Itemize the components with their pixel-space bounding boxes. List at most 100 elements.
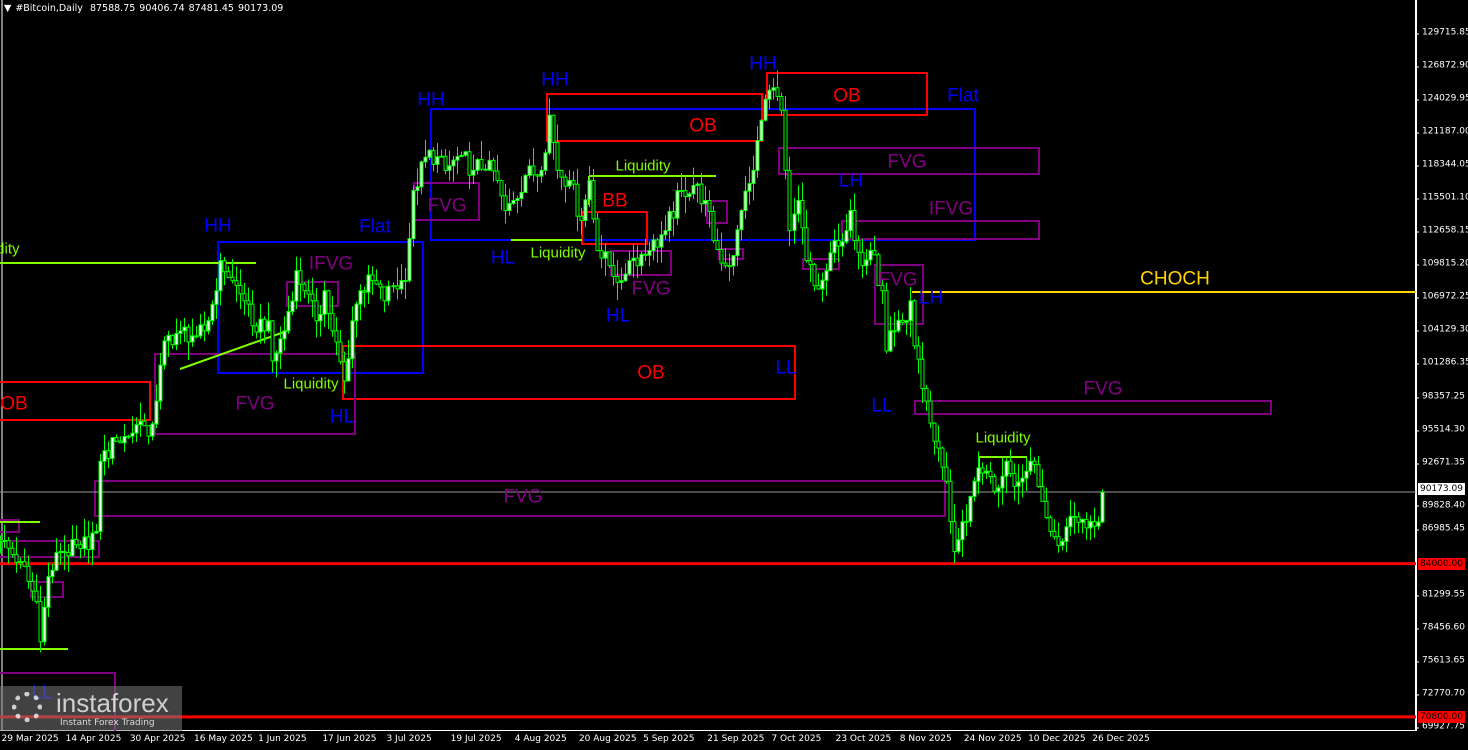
candle xyxy=(174,318,179,351)
candle-body xyxy=(583,199,588,222)
candle-body xyxy=(306,290,311,295)
candle xyxy=(378,280,383,300)
candle-body xyxy=(14,553,19,563)
candle xyxy=(503,183,508,224)
candle xyxy=(731,255,736,276)
candle xyxy=(487,150,492,171)
candle xyxy=(1080,518,1085,534)
candle-body xyxy=(535,174,540,177)
candle-body xyxy=(972,480,977,497)
candle-body xyxy=(138,420,143,426)
price-tick-label: 104129.30 xyxy=(1416,325,1468,336)
candle xyxy=(792,197,797,244)
candle-body xyxy=(1064,526,1069,542)
candle xyxy=(876,252,881,287)
candle xyxy=(346,340,351,382)
price-tick-label: 124029.95 xyxy=(1416,94,1468,105)
candle xyxy=(1024,457,1029,492)
candle xyxy=(832,229,837,263)
triangle-down-icon[interactable]: ▼ xyxy=(4,3,12,14)
candle-body xyxy=(190,335,195,343)
candle xyxy=(663,215,668,240)
candle xyxy=(539,165,544,183)
candle xyxy=(386,280,391,306)
candle xyxy=(643,238,648,261)
candle-body xyxy=(322,290,327,315)
candle xyxy=(298,257,303,302)
chart-canvas[interactable] xyxy=(0,0,1416,731)
candle-body xyxy=(996,487,1001,492)
symbol-label: #Bitcoin,Daily xyxy=(15,3,83,14)
candle-body xyxy=(872,250,877,256)
candle-body xyxy=(166,334,171,342)
candle-body xyxy=(848,210,853,232)
candle-body xyxy=(1100,491,1105,523)
candle xyxy=(659,221,664,263)
candle-body xyxy=(1012,473,1017,487)
annotation-liquidity-label: Liquidity xyxy=(615,157,671,175)
candle xyxy=(282,316,287,351)
price-tick-label: 126872.90 xyxy=(1416,61,1468,72)
candle-body xyxy=(603,251,608,259)
candle xyxy=(924,384,929,412)
candle-body xyxy=(362,290,367,293)
candle xyxy=(928,390,933,428)
candle xyxy=(631,243,636,278)
candle xyxy=(419,160,424,195)
fvg-box xyxy=(841,220,1040,240)
candle xyxy=(499,179,504,210)
annotation-structure-label: HL xyxy=(329,406,355,428)
candle xyxy=(992,473,997,495)
candle-body xyxy=(114,437,119,442)
candle xyxy=(262,316,267,344)
candle-body xyxy=(78,544,83,550)
candle-body xyxy=(407,238,412,282)
date-tick-label: 3 Jul 2025 xyxy=(386,734,432,744)
fvg-box xyxy=(718,248,744,260)
candle xyxy=(350,306,355,369)
candle xyxy=(1068,499,1073,536)
candle-body xyxy=(282,330,287,340)
candle xyxy=(1052,519,1057,540)
candle xyxy=(1012,463,1017,501)
candle xyxy=(944,451,949,484)
annotation-liquidity-label: Liquidity xyxy=(0,240,20,258)
candle xyxy=(932,422,937,455)
candle-body xyxy=(495,170,500,182)
candle xyxy=(443,148,448,175)
candle xyxy=(1036,455,1041,488)
candle-body xyxy=(1076,516,1081,523)
candle-body xyxy=(840,241,845,247)
candle-body xyxy=(587,179,592,201)
candle-body xyxy=(607,251,612,267)
candle-body xyxy=(1044,500,1049,519)
candle xyxy=(78,541,83,559)
candle-body xyxy=(198,324,203,337)
candle-body xyxy=(270,320,275,362)
candle-body xyxy=(354,303,359,322)
chart-plot-area[interactable]: LiquidityOBHHFlatIFVGFVGLiquidityHLHHFVG… xyxy=(0,0,1416,731)
candle-body xyxy=(643,253,648,256)
date-tick-label: 30 Apr 2025 xyxy=(129,734,186,744)
candle-body xyxy=(230,276,235,282)
candle xyxy=(130,416,135,444)
candle-body xyxy=(218,260,223,292)
candle xyxy=(579,207,584,235)
candle xyxy=(459,151,464,158)
candle-body xyxy=(988,470,993,478)
candle xyxy=(26,555,31,589)
candle xyxy=(391,282,396,293)
candle-body xyxy=(66,552,71,557)
candle xyxy=(1072,502,1077,535)
price-tick-label: 86985.45 xyxy=(1416,523,1465,534)
candle xyxy=(1100,489,1105,524)
candle-body xyxy=(310,293,315,302)
date-tick-label: 16 May 2025 xyxy=(194,734,253,744)
price-axis[interactable]: 129715.85 126872.90 124029.95 121187.00 1183… xyxy=(1416,0,1468,750)
close-value: 90173.09 xyxy=(237,3,284,14)
candle-body xyxy=(651,239,656,252)
candle xyxy=(1096,516,1101,530)
candle-body xyxy=(210,303,215,322)
candle xyxy=(34,574,39,604)
candle-body xyxy=(888,330,893,352)
